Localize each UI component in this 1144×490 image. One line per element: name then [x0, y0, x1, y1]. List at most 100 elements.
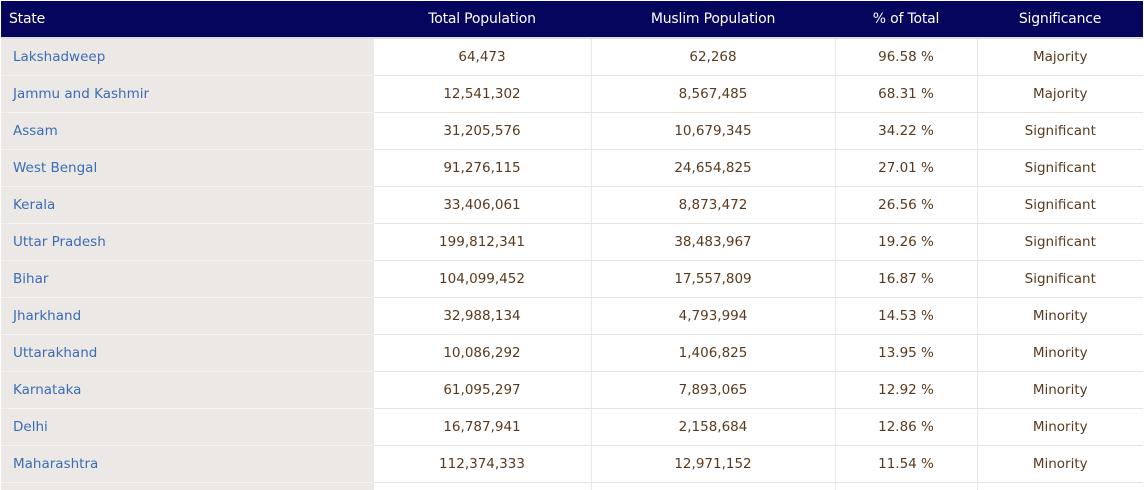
total-population-cell: 61,095,297	[372, 371, 591, 409]
significance-cell: Minority	[976, 408, 1143, 446]
state-link[interactable]: Uttarakhand	[13, 345, 98, 361]
table-row: Assam 31,205,576 10,679,345 34.22 % Signific…	[1, 112, 1143, 150]
significance-cell: Significant	[976, 186, 1143, 224]
table-row: West Bengal 91,276,115 24,654,825 27.01 % Si…	[1, 149, 1143, 187]
state-cell-empty	[1, 482, 373, 490]
total-population-cell-empty	[372, 482, 591, 490]
percent-of-total-cell: 11.54 %	[834, 445, 977, 483]
table-row: Lakshadweep 64,473 62,268 96.58 % Majority	[1, 38, 1143, 76]
muslim-population-cell-empty	[590, 482, 835, 490]
percent-of-total-cell: 13.95 %	[834, 334, 977, 372]
total-population-cell: 16,787,941	[372, 408, 591, 446]
percent-of-total-cell: 19.26 %	[834, 223, 977, 261]
total-population-cell: 104,099,452	[372, 260, 591, 298]
percent-of-total-cell: 12.92 %	[834, 371, 977, 409]
percent-of-total-cell: 16.87 %	[834, 260, 977, 298]
state-cell: Uttar Pradesh	[1, 223, 373, 261]
total-population-cell: 31,205,576	[372, 112, 591, 150]
state-cell: Lakshadweep	[1, 38, 373, 76]
state-cell: Jammu and Kashmir	[1, 75, 373, 113]
state-link[interactable]: Maharashtra	[13, 456, 99, 472]
muslim-population-cell: 12,971,152	[590, 445, 835, 483]
state-cell: Assam	[1, 112, 373, 150]
state-link[interactable]: Assam	[13, 123, 58, 139]
total-population-cell: 32,988,134	[372, 297, 591, 335]
state-cell: Uttarakhand	[1, 334, 373, 372]
table-row: Jammu and Kashmir 12,541,302 8,567,485 68.3…	[1, 75, 1143, 113]
state-link[interactable]: Bihar	[13, 271, 49, 287]
percent-of-total-cell-empty	[834, 482, 977, 490]
muslim-population-cell: 1,406,825	[590, 334, 835, 372]
significance-cell: Significant	[976, 112, 1143, 150]
column-header-total-population[interactable]: Total Population	[373, 1, 591, 39]
total-population-cell: 91,276,115	[372, 149, 591, 187]
muslim-population-cell: 8,567,485	[590, 75, 835, 113]
column-header-percent-of-total[interactable]: % of Total	[835, 1, 977, 39]
significance-cell: Majority	[976, 38, 1143, 76]
muslim-population-cell: 2,158,684	[590, 408, 835, 446]
column-header-significance[interactable]: Significance	[977, 1, 1143, 39]
total-population-cell: 10,086,292	[372, 334, 591, 372]
significance-cell: Significant	[976, 260, 1143, 298]
state-link[interactable]: Kerala	[13, 197, 56, 213]
table-row: Karnataka 61,095,297 7,893,065 12.92 % Minor…	[1, 371, 1143, 409]
significance-cell: Minority	[976, 445, 1143, 483]
state-link[interactable]: Jharkhand	[13, 308, 82, 324]
column-header-state[interactable]: State	[1, 1, 373, 39]
muslim-population-cell: 10,679,345	[590, 112, 835, 150]
percent-of-total-cell: 26.56 %	[834, 186, 977, 224]
table-body: Lakshadweep 64,473 62,268 96.58 % Majority Ja…	[1, 38, 1143, 490]
state-cell: Maharashtra	[1, 445, 373, 483]
state-cell: Delhi	[1, 408, 373, 446]
total-population-cell: 64,473	[372, 38, 591, 76]
muslim-population-cell: 62,268	[590, 38, 835, 76]
state-cell: Kerala	[1, 186, 373, 224]
table-row: Bihar 104,099,452 17,557,809 16.87 % Signifi…	[1, 260, 1143, 298]
table-row: Uttar Pradesh 199,812,341 38,483,967 19.26 …	[1, 223, 1143, 261]
total-population-cell: 112,374,333	[372, 445, 591, 483]
muslim-population-cell: 24,654,825	[590, 149, 835, 187]
table-row: Maharashtra 112,374,333 12,971,152 11.54 % M…	[1, 445, 1143, 483]
muslim-population-cell: 17,557,809	[590, 260, 835, 298]
significance-cell: Minority	[976, 334, 1143, 372]
significance-cell: Significant	[976, 149, 1143, 187]
muslim-population-cell: 38,483,967	[590, 223, 835, 261]
significance-cell: Minority	[976, 371, 1143, 409]
significance-cell: Minority	[976, 297, 1143, 335]
state-link[interactable]: Delhi	[13, 419, 48, 435]
muslim-population-cell: 4,793,994	[590, 297, 835, 335]
muslim-population-cell: 7,893,065	[590, 371, 835, 409]
table-row: Jharkhand 32,988,134 4,793,994 14.53 % Minor…	[1, 297, 1143, 335]
state-cell: Jharkhand	[1, 297, 373, 335]
percent-of-total-cell: 14.53 %	[834, 297, 977, 335]
significance-cell-empty	[976, 482, 1143, 490]
table-row: Delhi 16,787,941 2,158,684 12.86 % Minority	[1, 408, 1143, 446]
significance-cell: Majority	[976, 75, 1143, 113]
state-cell: Karnataka	[1, 371, 373, 409]
percent-of-total-cell: 34.22 %	[834, 112, 977, 150]
column-header-muslim-population[interactable]: Muslim Population	[591, 1, 835, 39]
state-link[interactable]: West Bengal	[13, 160, 98, 176]
percent-of-total-cell: 12.86 %	[834, 408, 977, 446]
state-cell: Bihar	[1, 260, 373, 298]
percent-of-total-cell: 68.31 %	[834, 75, 977, 113]
muslim-population-cell: 8,873,472	[590, 186, 835, 224]
header-row: State Total Population Muslim Population…	[1, 1, 1143, 39]
state-link[interactable]: Uttar Pradesh	[13, 234, 106, 250]
table-row: Kerala 33,406,061 8,873,472 26.56 % Signific…	[1, 186, 1143, 224]
total-population-cell: 12,541,302	[372, 75, 591, 113]
table-row-partial	[1, 482, 1143, 490]
state-link[interactable]: Jammu and Kashmir	[13, 86, 150, 102]
state-link[interactable]: Lakshadweep	[13, 49, 106, 65]
state-cell: West Bengal	[1, 149, 373, 187]
state-link[interactable]: Karnataka	[13, 382, 82, 398]
table-header: State Total Population Muslim Population…	[1, 1, 1143, 39]
percent-of-total-cell: 96.58 %	[834, 38, 977, 76]
table-row: Uttarakhand 10,086,292 1,406,825 13.95 % Min…	[1, 334, 1143, 372]
percent-of-total-cell: 27.01 %	[834, 149, 977, 187]
total-population-cell: 199,812,341	[372, 223, 591, 261]
total-population-cell: 33,406,061	[372, 186, 591, 224]
significance-cell: Significant	[976, 223, 1143, 261]
